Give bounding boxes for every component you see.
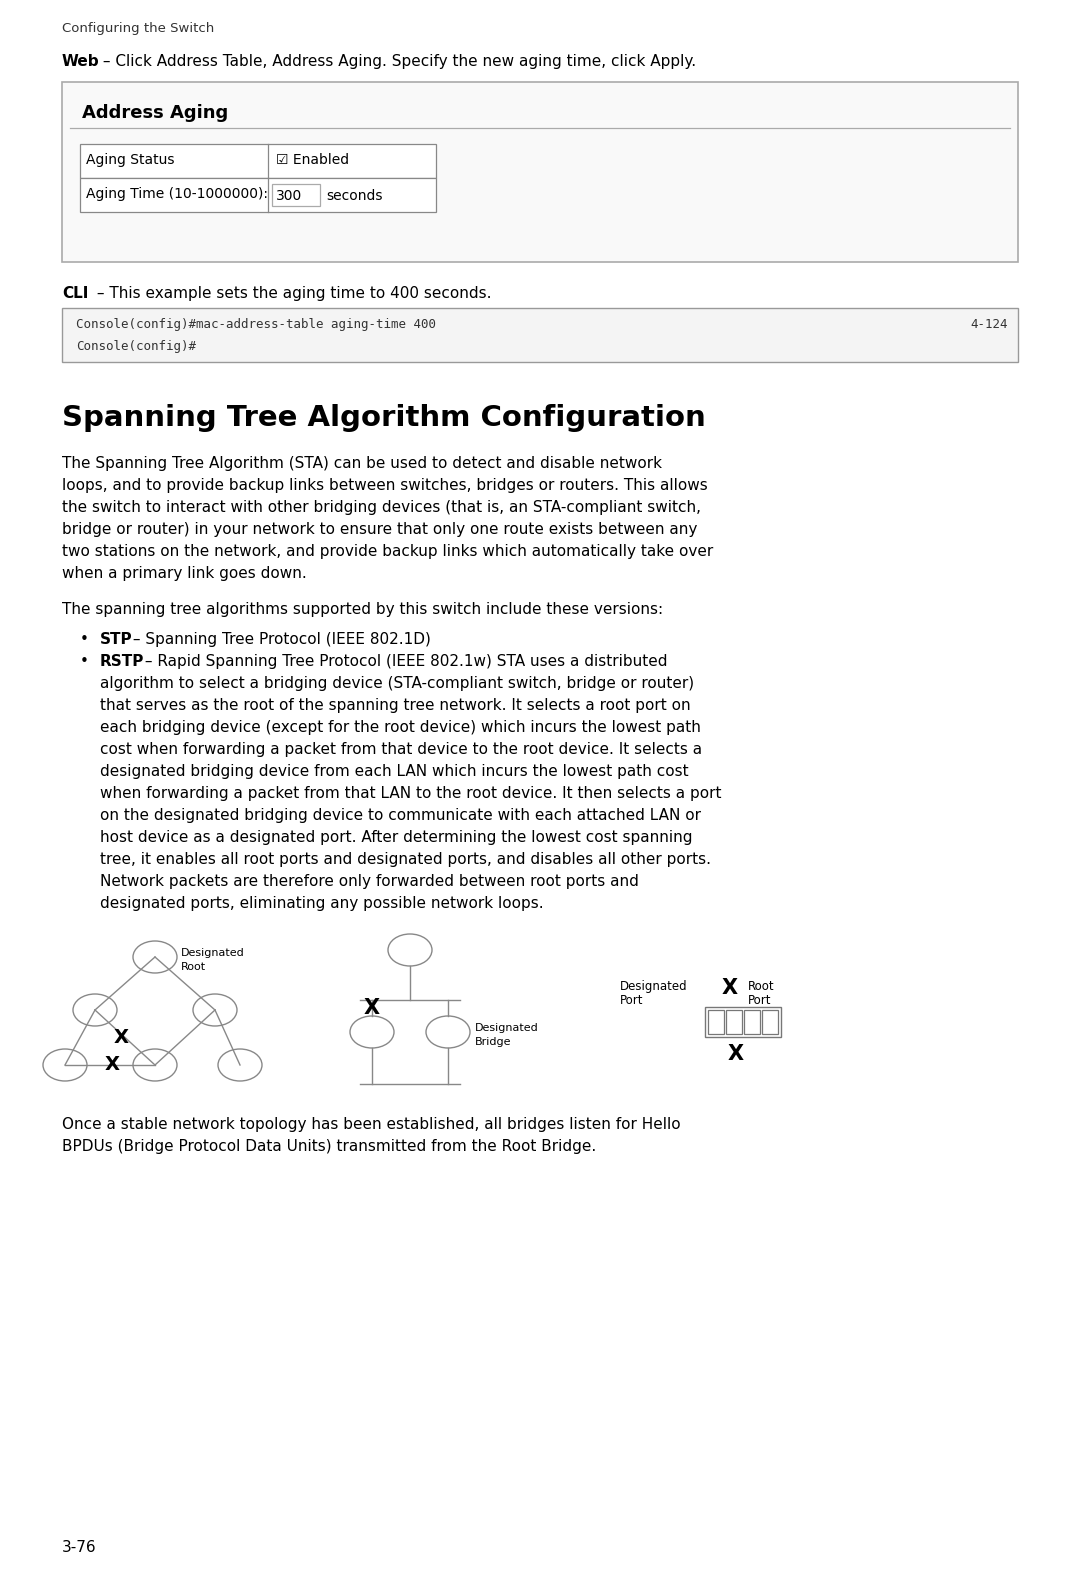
Text: on the designated bridging device to communicate with each attached LAN or: on the designated bridging device to com… xyxy=(100,809,701,823)
Text: The Spanning Tree Algorithm (STA) can be used to detect and disable network: The Spanning Tree Algorithm (STA) can be… xyxy=(62,455,662,471)
Text: ☑ Enabled: ☑ Enabled xyxy=(276,152,349,166)
Text: The spanning tree algorithms supported by this switch include these versions:: The spanning tree algorithms supported b… xyxy=(62,601,663,617)
Text: 300: 300 xyxy=(276,188,302,203)
Text: that serves as the root of the spanning tree network. It selects a root port on: that serves as the root of the spanning … xyxy=(100,699,690,713)
Text: designated ports, eliminating any possible network loops.: designated ports, eliminating any possib… xyxy=(100,896,543,911)
Text: Address Aging: Address Aging xyxy=(82,104,228,122)
Text: STP: STP xyxy=(100,633,133,647)
Text: Spanning Tree Algorithm Configuration: Spanning Tree Algorithm Configuration xyxy=(62,403,705,432)
Text: the switch to interact with other bridging devices (that is, an STA-compliant sw: the switch to interact with other bridgi… xyxy=(62,499,701,515)
Text: X: X xyxy=(364,999,380,1017)
Text: 3-76: 3-76 xyxy=(62,1540,96,1554)
Text: tree, it enables all root ports and designated ports, and disables all other por: tree, it enables all root ports and desi… xyxy=(100,853,711,867)
Text: BPDUs (Bridge Protocol Data Units) transmitted from the Root Bridge.: BPDUs (Bridge Protocol Data Units) trans… xyxy=(62,1138,596,1154)
Text: X: X xyxy=(721,978,738,999)
FancyBboxPatch shape xyxy=(80,144,436,177)
Text: Configuring the Switch: Configuring the Switch xyxy=(62,22,214,35)
Text: Web: Web xyxy=(62,53,99,69)
FancyBboxPatch shape xyxy=(62,308,1018,363)
Text: algorithm to select a bridging device (STA-compliant switch, bridge or router): algorithm to select a bridging device (S… xyxy=(100,677,694,691)
Text: designated bridging device from each LAN which incurs the lowest path cost: designated bridging device from each LAN… xyxy=(100,765,689,779)
Text: X: X xyxy=(113,1028,129,1047)
Text: X: X xyxy=(728,1044,744,1064)
Text: CLI: CLI xyxy=(62,286,89,301)
Text: – Spanning Tree Protocol (IEEE 802.1D): – Spanning Tree Protocol (IEEE 802.1D) xyxy=(129,633,431,647)
Text: loops, and to provide backup links between switches, bridges or routers. This al: loops, and to provide backup links betwe… xyxy=(62,477,707,493)
Text: 4-124: 4-124 xyxy=(970,319,1008,331)
FancyBboxPatch shape xyxy=(726,1010,742,1035)
Text: Designated: Designated xyxy=(475,1024,539,1033)
Text: – Click Address Table, Address Aging. Specify the new aging time, click Apply.: – Click Address Table, Address Aging. Sp… xyxy=(98,53,697,69)
Text: •: • xyxy=(80,655,89,669)
Text: Port: Port xyxy=(620,994,644,1006)
FancyBboxPatch shape xyxy=(80,177,436,212)
Text: – This example sets the aging time to 400 seconds.: – This example sets the aging time to 40… xyxy=(92,286,491,301)
FancyBboxPatch shape xyxy=(708,1010,724,1035)
Text: host device as a designated port. After determining the lowest cost spanning: host device as a designated port. After … xyxy=(100,831,692,845)
Text: Aging Time (10-1000000):: Aging Time (10-1000000): xyxy=(86,187,268,201)
Text: two stations on the network, and provide backup links which automatically take o: two stations on the network, and provide… xyxy=(62,543,713,559)
Text: Port: Port xyxy=(748,994,771,1006)
Text: when a primary link goes down.: when a primary link goes down. xyxy=(62,567,307,581)
Text: when forwarding a packet from that LAN to the root device. It then selects a por: when forwarding a packet from that LAN t… xyxy=(100,787,721,801)
Text: seconds: seconds xyxy=(326,188,382,203)
FancyBboxPatch shape xyxy=(62,82,1018,262)
Text: bridge or router) in your network to ensure that only one route exists between a: bridge or router) in your network to ens… xyxy=(62,521,698,537)
FancyBboxPatch shape xyxy=(762,1010,778,1035)
Text: Designated: Designated xyxy=(181,948,245,958)
Text: •: • xyxy=(80,633,89,647)
Text: Console(config)#: Console(config)# xyxy=(76,341,195,353)
FancyBboxPatch shape xyxy=(272,184,320,206)
Text: Once a stable network topology has been established, all bridges listen for Hell: Once a stable network topology has been … xyxy=(62,1116,680,1132)
Text: Console(config)#mac-address-table aging-time 400: Console(config)#mac-address-table aging-… xyxy=(76,319,436,331)
Text: – Rapid Spanning Tree Protocol (IEEE 802.1w) STA uses a distributed: – Rapid Spanning Tree Protocol (IEEE 802… xyxy=(140,655,667,669)
FancyBboxPatch shape xyxy=(744,1010,760,1035)
Text: Root: Root xyxy=(181,962,206,972)
Text: Bridge: Bridge xyxy=(475,1038,512,1047)
Text: Network packets are therefore only forwarded between root ports and: Network packets are therefore only forwa… xyxy=(100,874,639,889)
Text: Aging Status: Aging Status xyxy=(86,152,175,166)
Text: Root: Root xyxy=(748,980,774,992)
Text: Designated: Designated xyxy=(620,980,688,992)
Text: each bridging device (except for the root device) which incurs the lowest path: each bridging device (except for the roo… xyxy=(100,721,701,735)
Text: X: X xyxy=(105,1055,120,1074)
Text: cost when forwarding a packet from that device to the root device. It selects a: cost when forwarding a packet from that … xyxy=(100,743,702,757)
Text: RSTP: RSTP xyxy=(100,655,145,669)
